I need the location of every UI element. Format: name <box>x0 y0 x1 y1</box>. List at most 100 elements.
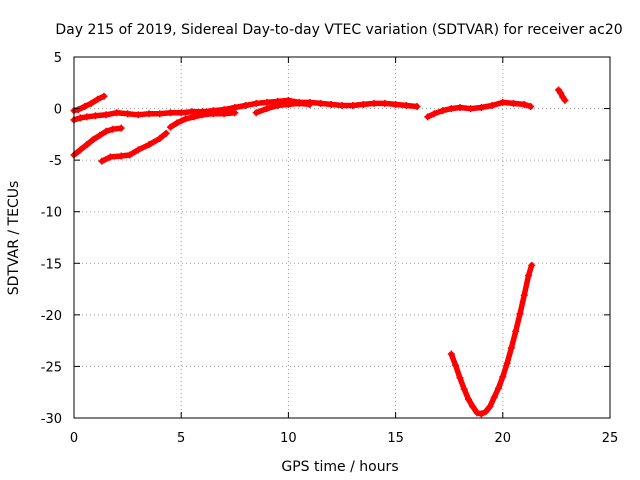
y-tick-label: -15 <box>41 257 62 272</box>
data-point <box>96 131 104 139</box>
data-point <box>252 99 260 107</box>
data-point <box>166 109 174 117</box>
y-tick-label: -20 <box>41 309 62 324</box>
data-point <box>98 157 106 165</box>
data-point <box>467 105 475 113</box>
y-tick-label: -10 <box>41 206 62 221</box>
data-point <box>317 99 325 107</box>
x-tick-label: 5 <box>177 431 185 446</box>
data-point <box>166 123 174 131</box>
x-tick-label: 15 <box>387 431 404 446</box>
data-point <box>106 153 114 161</box>
data-point <box>252 109 260 117</box>
data-point <box>349 101 357 109</box>
y-tick-label: -30 <box>41 412 62 427</box>
data-point <box>456 104 464 112</box>
data-point <box>94 95 102 103</box>
data-point <box>520 100 528 108</box>
data-point <box>242 101 250 109</box>
data-point <box>338 101 346 109</box>
data-point <box>100 92 108 100</box>
data-point <box>490 393 498 401</box>
data-point <box>126 151 134 159</box>
data-point <box>447 105 455 113</box>
data-point <box>89 136 97 144</box>
data-point <box>145 141 153 149</box>
data-point <box>102 111 110 119</box>
axis-ticks: 0 5 10 15 20 25 5 0 -5 -10 -15 -20 -25 -30 <box>41 51 619 446</box>
data-point <box>561 96 569 104</box>
data-point <box>76 146 84 154</box>
data-point <box>482 408 490 416</box>
data-point <box>499 373 507 381</box>
data-point <box>274 101 282 109</box>
data-point <box>83 113 91 121</box>
x-tick-label: 25 <box>602 431 619 446</box>
data-point <box>557 89 565 97</box>
data-point <box>231 109 239 117</box>
data-point <box>503 359 511 367</box>
data-point <box>145 110 153 118</box>
data-point <box>117 152 125 160</box>
data-point <box>295 99 303 107</box>
data-point <box>263 105 271 113</box>
data-point <box>402 101 410 109</box>
x-tick-label: 0 <box>70 431 78 446</box>
data-point <box>507 344 515 352</box>
data-point <box>156 134 164 142</box>
data-point <box>520 291 528 299</box>
chart-title: Day 215 of 2019, Sidereal Day-to-day VTE… <box>55 22 622 38</box>
data-track <box>555 87 568 104</box>
data-point <box>469 403 477 411</box>
y-tick-label: 5 <box>54 51 62 66</box>
data-point <box>488 101 496 109</box>
data-point <box>499 98 507 106</box>
data-point <box>76 114 84 122</box>
data-point <box>525 272 533 280</box>
data-point <box>460 385 468 393</box>
x-tick-label: 10 <box>280 431 297 446</box>
data-point <box>495 384 503 392</box>
data-point <box>83 141 91 149</box>
data-point <box>181 115 189 123</box>
data-point <box>263 98 271 106</box>
data-point <box>464 395 472 403</box>
data-point <box>473 409 481 417</box>
y-tick-label: 0 <box>54 103 62 118</box>
y-tick-label: -25 <box>41 360 62 375</box>
data-point <box>456 374 464 382</box>
data-point <box>424 113 432 121</box>
data-point <box>134 146 142 154</box>
data-point <box>188 108 196 116</box>
data-point <box>190 113 198 121</box>
data-point <box>306 100 314 108</box>
data-point <box>477 410 485 418</box>
data-point <box>199 111 207 119</box>
data-point <box>209 110 217 118</box>
x-axis-label: GPS time / hours <box>281 459 398 475</box>
data-point <box>439 107 447 115</box>
data-point <box>413 103 421 111</box>
data-point <box>173 119 181 127</box>
data-point <box>528 261 536 269</box>
data-point <box>87 99 95 107</box>
data-point <box>516 310 524 318</box>
data-point <box>109 125 117 133</box>
data-point <box>392 100 400 108</box>
data-point <box>486 403 494 411</box>
data-point <box>177 109 185 117</box>
data-point <box>74 106 82 114</box>
data-point <box>430 110 438 118</box>
plot-frame <box>73 56 611 419</box>
data-point <box>162 129 170 137</box>
data-series <box>70 86 569 418</box>
data-point <box>527 103 535 111</box>
data-point <box>102 127 110 135</box>
data-point <box>477 104 485 112</box>
data-point <box>452 361 460 369</box>
data-point <box>81 103 89 111</box>
data-point <box>91 112 99 120</box>
data-point <box>117 124 125 132</box>
